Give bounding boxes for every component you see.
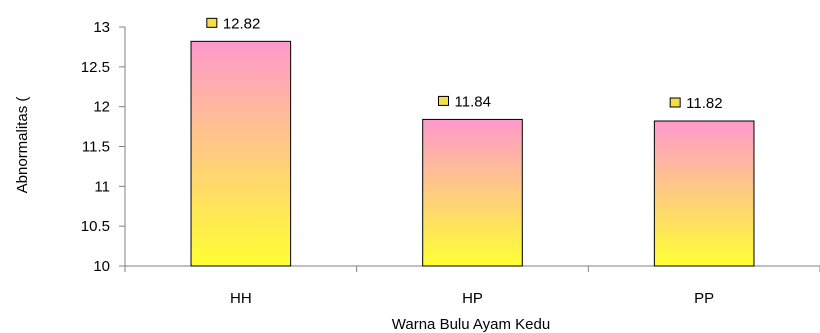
- y-tick-label: 10: [93, 258, 110, 275]
- y-tick-label: 13: [93, 19, 110, 36]
- data-label-marker-icon: [438, 95, 449, 106]
- y-tick-label: 12.5: [81, 59, 110, 76]
- y-axis: 10 10.5 11 11.5 12 12.5 13: [81, 19, 126, 275]
- x-tick-label: HH: [230, 290, 252, 307]
- y-tick-label: 12: [93, 99, 110, 116]
- x-axis-title: Warna Bulu Ayam Kedu: [392, 316, 550, 333]
- data-label: 11.84: [455, 93, 491, 110]
- y-axis-title: Abnormalitas (: [14, 97, 31, 194]
- bar-hh: [190, 40, 292, 267]
- y-tick-label: 11: [94, 178, 110, 195]
- bar-hp: [422, 118, 523, 267]
- data-label-marker-icon: [669, 97, 681, 108]
- x-tick-label: PP: [694, 290, 714, 307]
- data-label: 11.82: [686, 95, 722, 112]
- bar-pp: [653, 120, 755, 267]
- x-tick-label: HP: [462, 290, 483, 307]
- data-label: 12.82: [223, 15, 261, 32]
- x-axis: HH HP PP: [124, 265, 820, 307]
- data-label-marker-icon: [206, 17, 218, 28]
- data-labels: 12.82 11.84 11.82: [206, 15, 723, 112]
- y-tick-label: 11.5: [82, 139, 110, 156]
- y-tick-label: 10.5: [81, 218, 110, 235]
- bars: [190, 40, 755, 267]
